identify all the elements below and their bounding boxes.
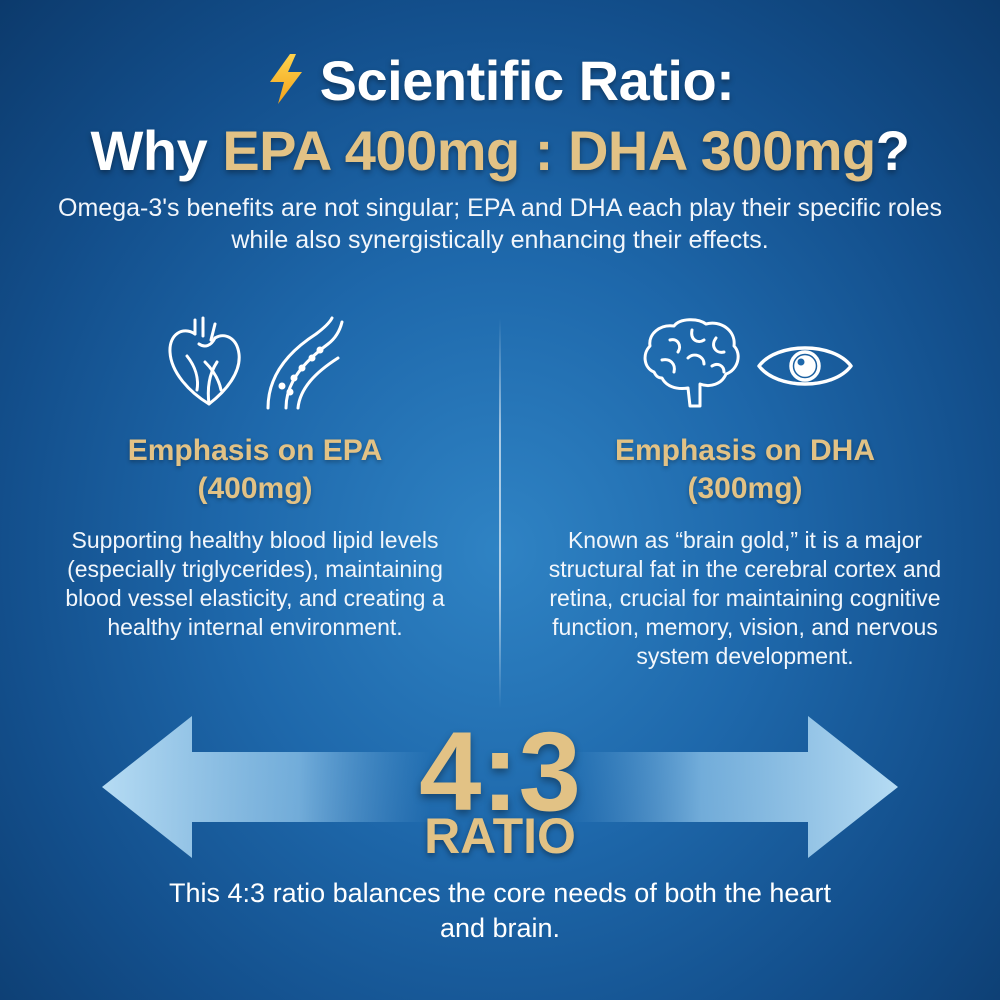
lightning-bolt-icon [266,52,306,119]
double-arrow-icon [100,712,900,867]
epa-title: Emphasis on EPA [127,434,383,467]
epa-column: Emphasis on EPA (400mg) Supporting healt… [45,432,465,642]
title-highlight: EPA 400mg : DHA 300mg [222,119,876,182]
column-divider [499,318,501,708]
heart-icon [165,316,245,408]
intro-text: Omega-3's benefits are not singular; EPA… [58,194,942,254]
dha-title: Emphasis on DHA [614,434,876,467]
epa-description: Supporting healthy blood lipid levels (e… [65,527,445,640]
ratio-value: 4:3 [419,709,581,834]
blood-vessel-icon [260,316,346,410]
title-suffix: ? [875,119,910,182]
title-line-1: Scientific Ratio: [0,48,1000,119]
title-prefix: Why [90,119,223,182]
brain-icon [640,316,744,410]
ratio-label: RATIO [424,808,576,864]
dha-description: Known as “brain gold,” it is a major str… [548,527,942,669]
dha-column: Emphasis on DHA (300mg) Known as “brain … [535,432,955,671]
footer-text: This 4:3 ratio balances the core needs o… [169,878,831,943]
title-text-1: Scientific Ratio: [319,49,735,112]
dha-dose: (300mg) [687,472,803,505]
eye-icon [755,338,855,394]
title-line-2: Why EPA 400mg : DHA 300mg? [0,118,1000,183]
epa-dose: (400mg) [197,472,313,505]
